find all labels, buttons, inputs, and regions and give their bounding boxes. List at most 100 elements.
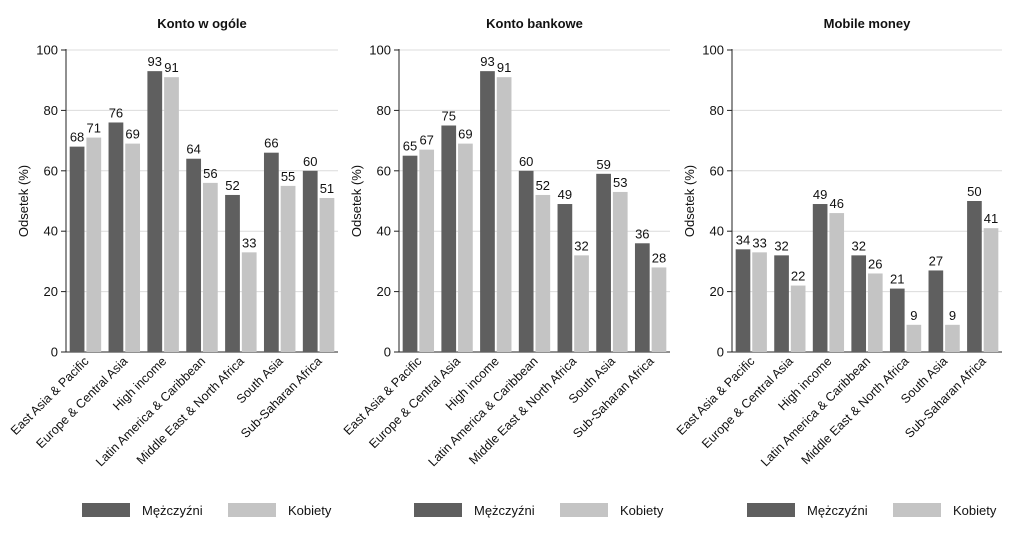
bar-men [557,204,573,352]
bar-value-label: 53 [613,175,627,190]
y-tick-label: 20 [710,284,724,299]
bar-women [752,252,767,352]
bar-women [790,285,806,352]
legend-swatch-women [560,503,608,517]
bar-women [202,182,218,352]
bar-value-label: 32 [851,238,865,253]
bar-value-label: 22 [791,269,805,284]
bar-value-label: 93 [480,54,494,69]
bar-value-label: 49 [558,187,572,202]
bar-men [518,170,534,352]
bar-women [241,252,257,352]
bar-value-label: 60 [519,154,533,169]
bar-men [186,158,202,352]
bar-women [458,143,473,352]
y-tick-label: 40 [44,224,58,239]
bar-value-label: 50 [967,184,981,199]
bar-value-label: 34 [736,232,750,247]
y-axis-label: Odsetek (%) [16,165,31,237]
y-tick-label: 40 [710,224,724,239]
bar-value-label: 28 [652,250,666,265]
bar-value-label: 66 [264,136,278,151]
bar-women [651,267,667,352]
y-tick-label: 20 [377,284,391,299]
bar-value-label: 76 [109,105,123,120]
bar-women [983,228,999,352]
chart-title: Mobile money [824,16,911,31]
bar-women [496,77,512,353]
bar-women [829,213,845,352]
bar-women [612,191,628,352]
bar-value-label: 51 [320,181,334,196]
chart-panel-1: Konto w ogóle Odsetek (%) 0 20 40 60 80 100 6871… [8,16,338,518]
bar-value-label: 36 [635,226,649,241]
bar-value-label: 27 [929,253,943,268]
bar-value-label: 64 [186,142,200,157]
bar-value-label: 75 [442,109,456,124]
y-tick-label: 0 [384,345,391,360]
bar-women [164,77,179,353]
bar-value-label: 49 [813,187,827,202]
bar-value-label: 69 [125,127,139,142]
bar-men [928,270,944,352]
y-tick-label: 100 [36,43,58,58]
bar-men [480,71,495,352]
y-tick-label: 100 [702,43,724,58]
y-tick-label: 60 [377,163,391,178]
legend-label-women: Kobiety [953,503,997,518]
bar-men [634,243,650,352]
bar-value-label: 9 [910,308,917,323]
bar-men [108,122,124,352]
bar-value-label: 21 [890,272,904,287]
bar-women [125,143,141,352]
bar-value-label: 55 [281,169,295,184]
y-tick-label: 60 [710,163,724,178]
bar-men [812,204,828,352]
bar-men [889,288,905,352]
bar-value-label: 65 [403,139,417,154]
bar-value-label: 91 [164,60,178,75]
chart-title: Konto w ogóle [157,16,247,31]
bar-men [302,170,318,352]
bar-men [596,173,611,352]
bar-men [263,152,279,352]
legend-swatch-women [228,503,276,517]
y-tick-label: 80 [377,103,391,118]
legend-label-men: Mężczyźni [474,503,535,518]
y-tick-label: 40 [377,224,391,239]
bar-women [945,324,960,352]
legend-label-men: Mężczyźni [807,503,868,518]
bar-men [69,146,85,352]
bar-men [225,194,240,352]
bar-men [441,125,457,352]
bar-value-label: 56 [203,166,217,181]
bar-women [906,324,922,352]
bar-value-label: 69 [458,127,472,142]
bar-value-label: 33 [242,235,256,250]
legend-label-men: Mężczyźni [142,503,203,518]
legend-swatch-men [414,503,462,517]
bar-value-label: 59 [596,157,610,172]
chart-panel-2: Konto bankowe Odsetek (%) 0 20 40 60 80 100 65 67… [341,16,670,518]
bar-women [419,149,435,352]
bar-value-label: 68 [70,130,84,145]
legend-swatch-women [893,503,941,517]
bar-value-label: 52 [225,178,239,193]
bar-men [967,201,982,352]
bar-value-label: 71 [87,121,101,136]
chart-title: Konto bankowe [486,16,583,31]
bar-men [402,155,418,352]
bar-value-label: 67 [419,133,433,148]
bar-women [280,185,296,352]
bar-women [574,255,589,352]
bar-value-label: 93 [148,54,162,69]
bar-men [735,249,751,352]
y-tick-label: 60 [44,163,58,178]
bar-men [147,71,163,352]
bar-value-label: 32 [574,238,588,253]
y-tick-label: 20 [44,284,58,299]
legend-swatch-men [82,503,130,517]
bar-value-label: 41 [984,211,998,226]
